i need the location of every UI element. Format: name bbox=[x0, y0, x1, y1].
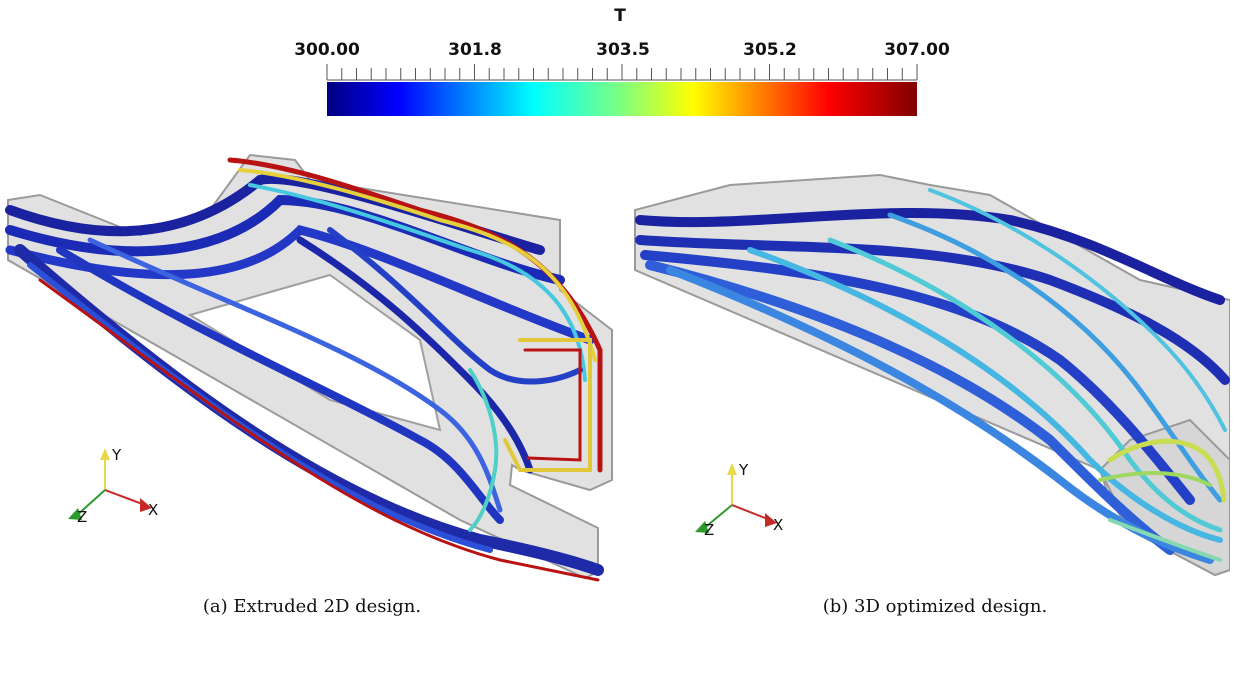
panel-b-caption: (b) 3D optimized design. bbox=[822, 596, 1048, 617]
panel-b-axis-label-x: X bbox=[773, 516, 784, 534]
colorbar-tick-label: 300.00 bbox=[294, 40, 360, 60]
panel-a-axis-label-x: X bbox=[148, 501, 159, 519]
panel-b-visualization bbox=[634, 173, 1230, 577]
panel-a-visualization bbox=[5, 153, 613, 582]
colorbar-ticks bbox=[326, 64, 918, 81]
panel-a-axis-label-y: Y bbox=[112, 446, 122, 464]
colorbar-tick-label: 303.5 bbox=[596, 40, 650, 60]
panel-a-axes-triad bbox=[68, 448, 152, 520]
colorbar-gradient bbox=[327, 82, 917, 116]
panel-a-caption: (a) Extruded 2D design. bbox=[202, 596, 422, 617]
panel-b-axis-label-z: Z bbox=[704, 521, 715, 539]
panel-b-streamlines bbox=[635, 188, 1230, 564]
colorbar-tick-label: 301.8 bbox=[448, 40, 502, 60]
panel-b-axes-triad bbox=[695, 463, 777, 533]
panel-a-streamlines bbox=[5, 157, 604, 582]
colorbar-tick-label: 305.2 bbox=[743, 40, 797, 60]
figure: T 300.00 301.8 303.5 305.2 307.00 bbox=[5, 6, 1230, 617]
panel-b-axis-label-y: Y bbox=[739, 461, 749, 479]
colorbar-tick-label: 307.00 bbox=[884, 40, 950, 60]
colorbar-title: T bbox=[614, 6, 626, 26]
panel-a-axis-label-z: Z bbox=[77, 508, 88, 526]
